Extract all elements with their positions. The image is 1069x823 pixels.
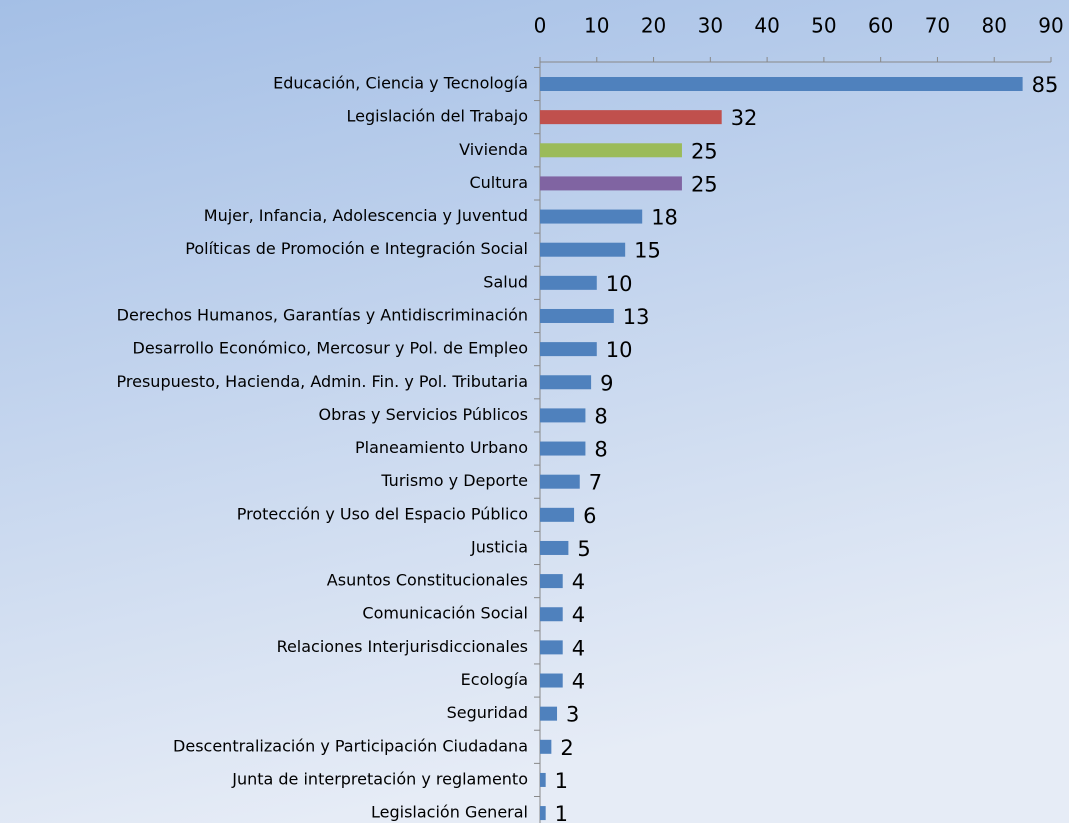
x-tick-label: 70 [925, 14, 950, 38]
bar [540, 772, 546, 787]
bar [540, 176, 682, 191]
data-label: 9 [600, 371, 613, 395]
bar [540, 209, 643, 224]
category-label: Relaciones Interjurisdiccionales [277, 637, 528, 656]
category-label: Legislación General [371, 803, 528, 822]
data-label: 8 [594, 438, 607, 462]
category-label: Legislación del Trabajo [347, 107, 528, 126]
bar [540, 275, 597, 290]
bar [540, 607, 563, 622]
bar [540, 110, 722, 125]
category-label: Protección y Uso del Espacio Público [237, 504, 528, 523]
bar [540, 143, 682, 158]
data-label: 25 [691, 139, 718, 163]
x-tick-label: 80 [981, 14, 1006, 38]
category-label: Mujer, Infancia, Adolescencia y Juventud [204, 206, 528, 225]
data-label: 1 [555, 802, 568, 823]
data-label: 4 [572, 570, 585, 594]
data-label: 4 [572, 603, 585, 627]
x-tick-label: 0 [534, 14, 547, 38]
data-label: 15 [634, 239, 661, 263]
bar [540, 540, 569, 555]
bar [540, 739, 552, 754]
bar [540, 706, 558, 721]
category-label: Comunicación Social [362, 604, 528, 623]
category-label: Vivienda [459, 140, 528, 159]
x-tick-label: 60 [868, 14, 893, 38]
x-tick-label: 90 [1038, 14, 1063, 38]
category-label: Presupuesto, Hacienda, Admin. Fin. y Pol… [117, 372, 528, 391]
bar [540, 806, 546, 821]
data-label: 3 [566, 703, 579, 727]
category-label: Turismo y Deporte [380, 471, 528, 490]
bar [540, 441, 586, 456]
x-tick-label: 10 [584, 14, 609, 38]
category-label: Junta de interpretación y reglamento [231, 769, 528, 788]
category-label: Políticas de Promoción e Integración Soc… [185, 239, 528, 258]
data-label: 32 [731, 106, 758, 130]
category-label: Descentralización y Participación Ciudad… [173, 736, 528, 755]
data-label: 5 [577, 537, 590, 561]
data-label: 4 [572, 670, 585, 694]
category-label: Obras y Servicios Públicos [318, 405, 528, 424]
data-label: 10 [606, 272, 633, 296]
category-label: Desarrollo Económico, Mercosur y Pol. de… [133, 339, 528, 358]
data-label: 7 [589, 471, 602, 495]
data-label: 8 [594, 404, 607, 428]
x-tick-label: 20 [641, 14, 666, 38]
bar [540, 342, 597, 357]
bar [540, 308, 614, 323]
data-label: 6 [583, 504, 596, 528]
bar [540, 77, 1023, 91]
bar [540, 640, 563, 655]
bar [540, 375, 592, 390]
category-label: Cultura [469, 173, 528, 192]
bar [540, 242, 626, 257]
data-label: 13 [623, 305, 650, 329]
category-label: Seguridad [447, 703, 528, 722]
x-tick-label: 30 [698, 14, 723, 38]
data-label: 18 [651, 206, 678, 230]
bar [540, 673, 563, 688]
data-label: 1 [555, 769, 568, 793]
bar [540, 408, 586, 423]
data-label: 4 [572, 636, 585, 660]
category-label: Justicia [470, 537, 528, 556]
data-label: 10 [606, 338, 633, 362]
category-label: Salud [483, 272, 528, 291]
x-tick-label: 50 [811, 14, 836, 38]
data-label: 85 [1032, 73, 1059, 97]
category-label: Asuntos Constitucionales [327, 571, 528, 590]
data-label: 25 [691, 172, 718, 196]
category-label: Ecología [461, 670, 528, 689]
bar [540, 574, 563, 589]
data-label: 2 [560, 736, 573, 760]
bar [540, 474, 580, 489]
x-tick-label: 40 [754, 14, 779, 38]
category-label: Educación, Ciencia y Tecnología [273, 74, 528, 93]
category-label: Planeamiento Urbano [355, 438, 528, 457]
category-label: Derechos Humanos, Garantías y Antidiscri… [117, 305, 528, 324]
bar [540, 507, 575, 522]
